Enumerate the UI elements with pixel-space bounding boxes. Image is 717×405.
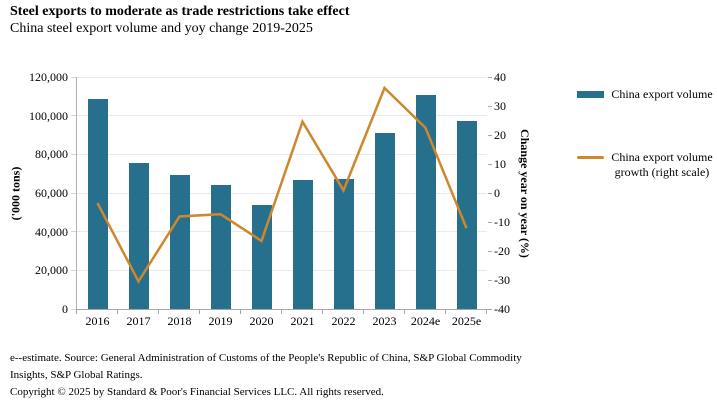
left-axis-tick [71, 269, 76, 271]
right-axis-tick-label: 0 [494, 186, 500, 200]
bar-2020 [251, 205, 272, 309]
gridline [77, 115, 487, 117]
right-axis-tick-label: -10 [494, 215, 510, 229]
left-axis-tick [71, 76, 76, 78]
right-axis-tick-label: -40 [494, 302, 510, 316]
copyright-line: Copyright © 2025 by Standard & Poor's Fi… [10, 386, 384, 398]
right-axis-tick [488, 279, 492, 281]
plot-area [77, 76, 487, 309]
right-axis-tick [488, 221, 492, 223]
x-axis-label-2022: 2022 [331, 314, 356, 328]
legend-item-export-volume: China export volume [577, 87, 717, 102]
left-axis-tick-label: 80,000 [35, 147, 68, 162]
left-axis-tick [71, 192, 76, 194]
right-axis-title: Change year on year (%) [517, 128, 532, 258]
bar-2018 [169, 175, 190, 309]
left-axis-tick [71, 115, 76, 117]
right-axis-tick-label: 30 [494, 99, 506, 113]
x-axis-label-2024e: 2024e [410, 314, 441, 328]
x-axis-tick [76, 310, 77, 314]
left-axis-tick [71, 231, 76, 233]
x-axis-label-2019: 2019 [208, 314, 233, 328]
gridline [77, 269, 487, 271]
x-axis-label-2025e: 2025e [451, 314, 482, 328]
x-axis-tick [281, 310, 282, 314]
x-axis-tick [445, 310, 446, 314]
source-note: e--estimate. Source: General Administrat… [10, 352, 522, 381]
right-axis-tick [488, 134, 492, 136]
legend-item-export-growth: China export volume growth (right scale) [577, 150, 717, 180]
growth-line-chart [96, 85, 468, 284]
right-axis-tick-label: -30 [494, 273, 510, 287]
left-axis-tick-label: 60,000 [35, 186, 68, 200]
x-axis-label-2018: 2018 [167, 314, 192, 328]
left-axis-tick-label: 20,000 [35, 263, 68, 278]
right-axis-tick-label: 40 [494, 70, 506, 84]
gridline [77, 153, 487, 155]
y-axis-line [76, 77, 77, 309]
left-axis-tick-label: 40,000 [35, 224, 68, 239]
gridline [77, 192, 487, 194]
bar-2022 [333, 178, 354, 309]
x-axis-line [76, 309, 488, 310]
x-axis-tick [486, 310, 487, 314]
bar-2024e [415, 94, 436, 309]
line-swatch-icon [577, 156, 604, 159]
x-axis-tick [199, 310, 200, 314]
footer: e--estimate. Source: General Administrat… [10, 350, 555, 401]
left-axis-tick-label: 0 [62, 302, 68, 316]
right-axis-tick [488, 250, 492, 252]
bar-2025e [456, 120, 477, 309]
x-axis-tick [240, 310, 241, 314]
x-axis-label-2020: 2020 [249, 314, 274, 328]
x-axis-tick [363, 310, 364, 314]
x-axis-tick [117, 310, 118, 314]
right-axis-tick-label: 10 [494, 157, 506, 171]
right-axis-tick [488, 192, 492, 194]
legend-label-export-growth: China export volume growth (right scale) [611, 150, 713, 179]
legend-label-export-volume: China export volume [611, 87, 713, 101]
page-subtitle: China steel export volume and yoy change… [10, 21, 313, 36]
right-axis-tick [488, 105, 492, 107]
right-axis-tick-label: -20 [494, 244, 510, 258]
right-axis-title-box: Change year on year (%) [514, 77, 534, 309]
bar-2019 [210, 184, 231, 309]
right-axis-tick [488, 163, 492, 165]
growth-line [96, 85, 468, 284]
x-axis-label-2023: 2023 [372, 314, 397, 328]
left-axis-tick-label: 100,000 [29, 108, 68, 123]
bar-2023 [374, 132, 395, 309]
bar-2021 [292, 179, 313, 309]
bar-swatch-icon [577, 91, 604, 98]
x-axis-tick [158, 310, 159, 314]
left-axis-tick-label: 120,000 [29, 70, 68, 84]
x-axis-label-2017: 2017 [126, 314, 151, 328]
left-axis-tick [71, 153, 76, 155]
gridline [77, 76, 487, 78]
x-axis-tick [404, 310, 405, 314]
right-axis-tick-label: 20 [494, 128, 506, 142]
gridline [77, 231, 487, 233]
x-axis-tick [322, 310, 323, 314]
right-axis-tick [488, 308, 492, 310]
left-axis-tick [71, 308, 76, 310]
page-title: Steel exports to moderate as trade restr… [10, 4, 350, 19]
x-axis-label-2021: 2021 [290, 314, 315, 328]
right-axis-tick [488, 76, 492, 78]
x-axis-label-2016: 2016 [85, 314, 110, 328]
